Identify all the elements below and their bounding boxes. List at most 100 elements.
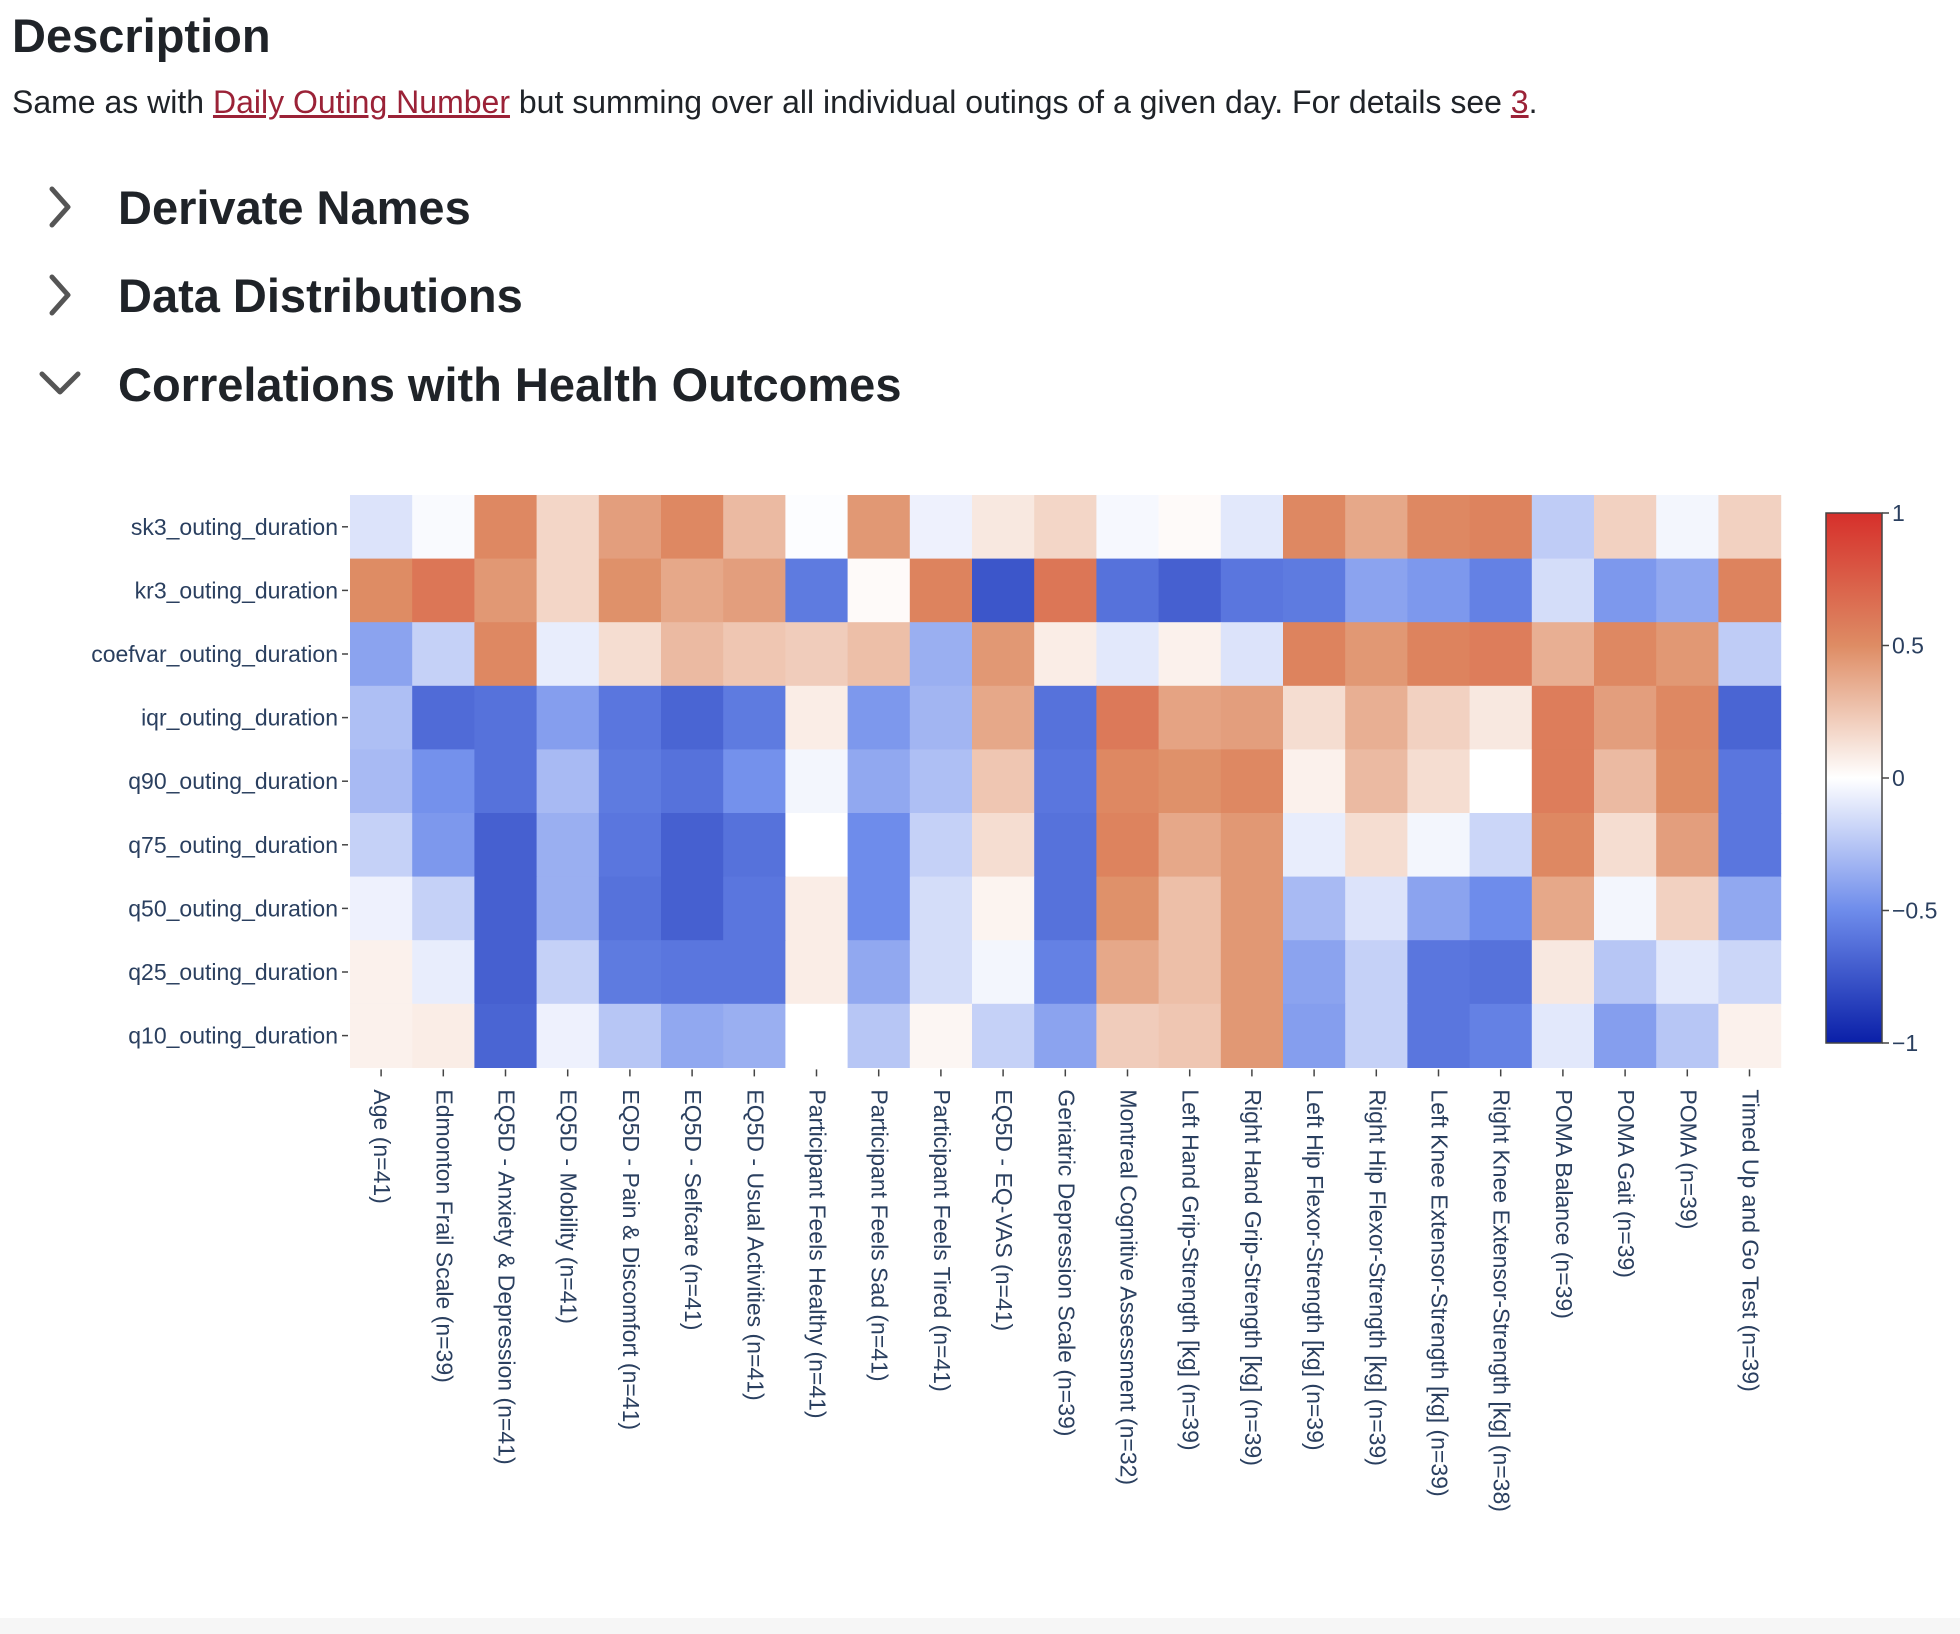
- heatmap-cell: [1096, 685, 1160, 750]
- description-text-after: .: [1528, 84, 1538, 120]
- x-tick-label: Right Hand Grip-Strength [kg] (n=39): [1240, 1089, 1266, 1466]
- colorbar-tick-label: −1: [1892, 1030, 1918, 1056]
- heatmap-cell: [1407, 749, 1471, 814]
- heatmap-cell: [972, 685, 1035, 750]
- section-data-distributions[interactable]: Data Distributions: [30, 263, 523, 327]
- heatmap-cell: [723, 813, 786, 878]
- heatmap-cell: [909, 876, 973, 941]
- heatmap-cell: [785, 1003, 849, 1068]
- heatmap-cell: [1034, 685, 1097, 750]
- description-text-middle: but summing over all individual outings …: [509, 84, 1511, 120]
- heatmap-cell: [661, 876, 724, 941]
- heatmap-cell: [1531, 940, 1595, 1005]
- colorbar-tick-label: 1: [1892, 500, 1905, 526]
- heatmap-cell: [536, 495, 600, 560]
- heatmap-cell: [1096, 813, 1160, 878]
- description-title: Description: [12, 9, 271, 62]
- heatmap-cell: [1531, 813, 1595, 878]
- heatmap-cell: [1283, 495, 1346, 560]
- heatmap-cell: [1345, 1003, 1408, 1068]
- heatmap-cell: [1034, 1003, 1097, 1068]
- heatmap-cell: [1469, 813, 1533, 878]
- heatmap-cell: [1656, 622, 1719, 687]
- heatmap-cell: [474, 495, 538, 560]
- heatmap-cell: [1283, 876, 1346, 941]
- heatmap-cell: [1594, 749, 1657, 814]
- heatmap-cell: [723, 940, 786, 1005]
- heatmap-cell: [1345, 876, 1408, 941]
- heatmap-cell: [785, 813, 849, 878]
- heatmap-cell: [474, 876, 538, 941]
- section-label-derivate-names: Derivate Names: [118, 180, 471, 234]
- description-text-before: Same as with: [12, 84, 213, 120]
- heatmap-cell: [661, 1003, 724, 1068]
- x-tick-label: Timed Up and Go Test (n=39): [1738, 1089, 1764, 1391]
- heatmap-cell: [909, 685, 973, 750]
- heatmap-cell: [785, 876, 849, 941]
- heatmap-cell: [1034, 813, 1097, 878]
- heatmap-cell: [1469, 685, 1533, 750]
- heatmap-cell: [723, 1003, 786, 1068]
- section-derivate-names[interactable]: Derivate Names: [30, 175, 471, 239]
- heatmap-cell: [1220, 558, 1284, 623]
- section-correlations[interactable]: Correlations with Health Outcomes: [30, 352, 901, 416]
- x-tick-label: Left Hip Flexor-Strength [kg] (n=39): [1302, 1089, 1328, 1450]
- chevron-down-icon: [39, 371, 81, 395]
- heatmap-cell: [1158, 876, 1222, 941]
- heatmap-cell: [1407, 1003, 1471, 1068]
- heatmap-cell: [723, 558, 786, 623]
- y-tick-label: coefvar_outing_duration: [91, 641, 338, 667]
- heatmap-cell: [1283, 558, 1346, 623]
- heatmap-cell: [1034, 558, 1097, 623]
- heatmap-cell: [909, 1003, 973, 1068]
- y-tick-label: q50_outing_duration: [128, 895, 338, 921]
- heatmap-cell: [1283, 622, 1346, 687]
- heatmap-cell: [847, 876, 911, 941]
- heatmap-cell: [972, 1003, 1035, 1068]
- heatmap-cell: [1469, 495, 1533, 560]
- x-tick-label: Participant Feels Tired (n=41): [929, 1089, 955, 1391]
- heatmap-cell: [1283, 940, 1346, 1005]
- heatmap-cell: [350, 876, 413, 941]
- heatmap-cell: [1594, 1003, 1657, 1068]
- heatmap-cell: [412, 685, 475, 750]
- heatmap-cell: [350, 685, 413, 750]
- heatmap-cell: [847, 685, 911, 750]
- page-footer-band: [0, 1618, 1960, 1634]
- heatmap-cell: [661, 495, 724, 560]
- heatmap-cell: [847, 495, 911, 560]
- heatmap-cell: [1220, 685, 1284, 750]
- heatmap-cell: [598, 622, 662, 687]
- heatmap-cell: [536, 749, 600, 814]
- heatmap-cell: [1656, 685, 1719, 750]
- heatmap-cell: [1469, 749, 1533, 814]
- x-tick-label: Left Hand Grip-Strength [kg] (n=39): [1178, 1089, 1204, 1450]
- heatmap-cell: [598, 749, 662, 814]
- heatmap-cell: [1656, 749, 1719, 814]
- heatmap-cell: [1220, 749, 1284, 814]
- heatmap-cell: [598, 876, 662, 941]
- heatmap-cell: [1407, 622, 1471, 687]
- heatmap-cell: [1531, 622, 1595, 687]
- y-tick-label: iqr_outing_duration: [141, 705, 338, 731]
- heatmap-cell: [972, 940, 1035, 1005]
- heatmap-cell: [1718, 813, 1782, 878]
- x-tick-label: Montreal Cognitive Assessment (n=32): [1116, 1089, 1142, 1485]
- daily-outing-number-link[interactable]: Daily Outing Number: [212, 84, 510, 120]
- heatmap-cell: [785, 685, 849, 750]
- heatmap-cell: [1096, 622, 1160, 687]
- x-tick-label: EQ5D - EQ-VAS (n=41): [991, 1089, 1017, 1331]
- heatmap-cell: [412, 495, 475, 560]
- x-tick-label: Participant Feels Sad (n=41): [867, 1089, 893, 1381]
- heatmap-cell: [1718, 940, 1782, 1005]
- x-tick-label: Edmonton Frail Scale (n=39): [431, 1089, 457, 1382]
- heatmap-cell: [1594, 495, 1657, 560]
- heatmap-cell: [1220, 1003, 1284, 1068]
- heatmap-cell: [1407, 813, 1471, 878]
- heatmap-cell: [1096, 876, 1160, 941]
- heatmap-cell: [1594, 940, 1657, 1005]
- heatmap-cell: [1531, 685, 1595, 750]
- reference-3-link[interactable]: 3: [1510, 84, 1529, 120]
- heatmap-cell: [1034, 940, 1097, 1005]
- heatmap-cell: [1718, 558, 1782, 623]
